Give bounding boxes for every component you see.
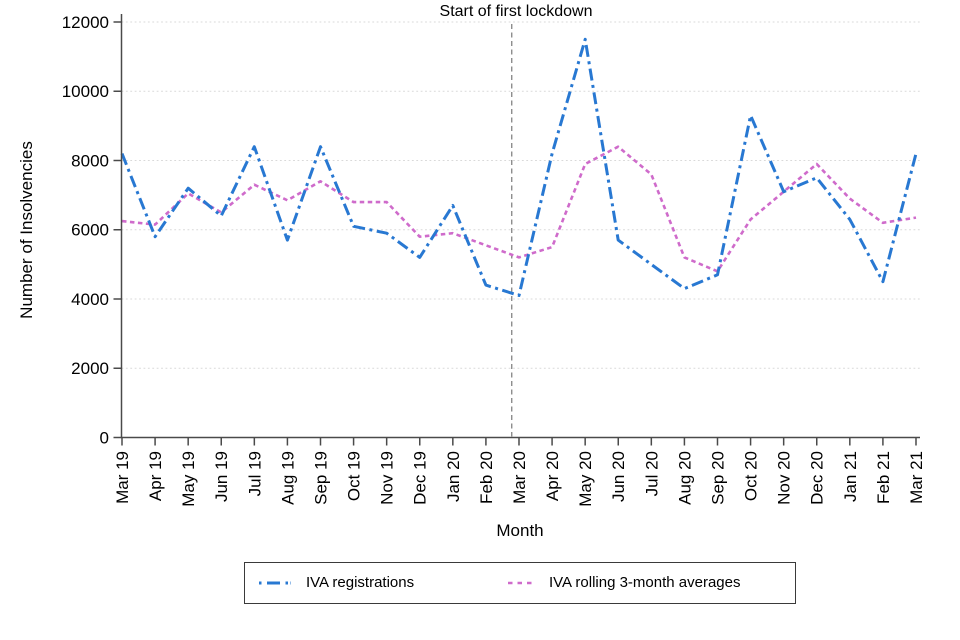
x-tick-label: Nov 20 bbox=[775, 451, 794, 505]
blue-dash-dot-line-sample bbox=[259, 581, 291, 584]
y-tick-label: 0 bbox=[100, 428, 109, 447]
x-tick-label: Oct 19 bbox=[345, 451, 364, 501]
x-tick-label: May 20 bbox=[576, 451, 595, 507]
x-tick-label: Jun 20 bbox=[609, 451, 628, 502]
x-tick-label: Jan 20 bbox=[444, 451, 463, 502]
series-line-iva-rolling-3-month-averages bbox=[121, 145, 917, 273]
x-tick-label: Mar 20 bbox=[510, 451, 529, 504]
x-axis-title: Month bbox=[496, 521, 544, 540]
y-tick-label: 2000 bbox=[71, 359, 109, 378]
y-tick-label: 4000 bbox=[71, 290, 109, 309]
x-tick-label: Nov 19 bbox=[378, 451, 397, 505]
x-tick-label: Oct 20 bbox=[742, 451, 761, 501]
y-tick-label: 6000 bbox=[71, 221, 109, 240]
legend: IVA registrations IVA rolling 3-month av… bbox=[244, 562, 796, 604]
x-tick-label: Feb 20 bbox=[477, 451, 496, 504]
legend-label-iva-rolling-averages: IVA rolling 3-month averages bbox=[549, 574, 741, 591]
x-tick-label: Feb 21 bbox=[874, 451, 893, 504]
legend-item-iva-rolling-averages: IVA rolling 3-month averages bbox=[507, 563, 741, 602]
x-tick-label: Sep 20 bbox=[708, 451, 727, 505]
x-tick-label: May 19 bbox=[179, 451, 198, 507]
legend-label-iva-registrations: IVA registrations bbox=[306, 574, 415, 591]
legend-item-iva-registrations: IVA registrations bbox=[258, 563, 414, 602]
y-tick-label: 12000 bbox=[62, 13, 109, 32]
x-tick-label: Jan 21 bbox=[841, 451, 860, 502]
x-tick-label: Jun 19 bbox=[212, 451, 231, 502]
y-tick-label: 8000 bbox=[71, 151, 109, 170]
y-tick-label: 10000 bbox=[62, 82, 109, 101]
x-tick-label: Aug 20 bbox=[675, 451, 694, 505]
x-tick-label: Jul 19 bbox=[245, 451, 264, 496]
pink-dotted-line-sample bbox=[508, 581, 534, 584]
y-axis-title: Number of Insolvencies bbox=[17, 141, 36, 319]
x-tick-label: Dec 19 bbox=[411, 451, 430, 505]
x-tick-label: Apr 19 bbox=[146, 451, 165, 501]
x-tick-label: Mar 21 bbox=[907, 451, 926, 504]
x-tick-label: Apr 20 bbox=[543, 451, 562, 501]
x-tick-label: Jul 20 bbox=[642, 451, 661, 496]
x-tick-label: Sep 19 bbox=[311, 451, 330, 505]
x-tick-label: Dec 20 bbox=[808, 451, 827, 505]
x-tick-label: Mar 19 bbox=[113, 451, 132, 504]
lockdown-annotation: Start of first lockdown bbox=[439, 3, 593, 20]
series-line-iva-registrations bbox=[120, 37, 918, 297]
x-tick-label: Aug 19 bbox=[278, 451, 297, 505]
